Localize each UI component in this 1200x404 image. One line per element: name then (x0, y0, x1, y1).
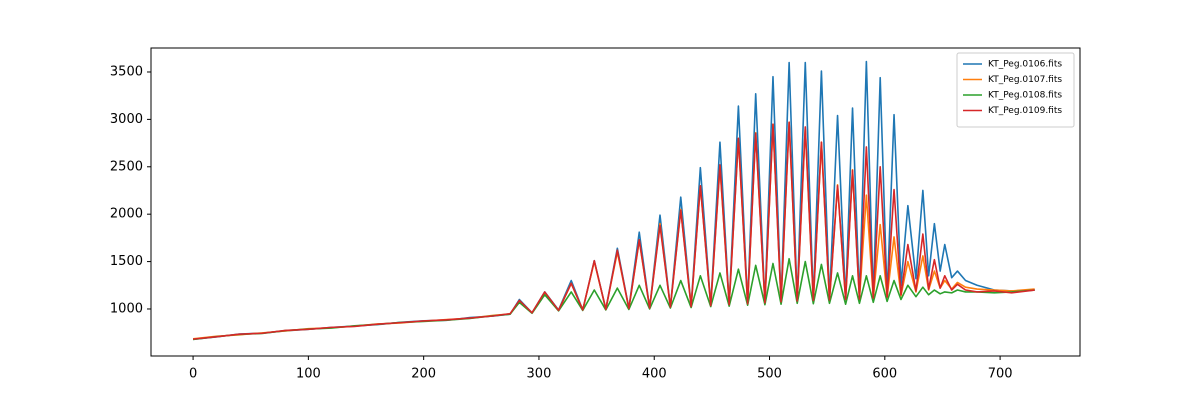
legend-box (956, 52, 1075, 128)
legend-label: KT_Peg.0109.fits (988, 106, 1062, 116)
x-tick-label: 300 (527, 367, 552, 382)
plot-frame (150, 47, 1081, 357)
series-line (192, 121, 1035, 340)
x-tick-label: 100 (296, 367, 321, 382)
x-tick-label: 700 (988, 367, 1013, 382)
x-tick-label: 600 (872, 367, 897, 382)
series-line (192, 60, 1035, 341)
y-tick-label: 2500 (110, 159, 143, 174)
y-tick-label: 1500 (110, 254, 143, 269)
y-tick-label: 3500 (110, 64, 143, 79)
y-tick-label: 2000 (110, 207, 143, 222)
legend: KT_Peg.0106.fits KT_Peg.0107.fits KT_Peg.0… (956, 52, 1075, 128)
x-tick-label: 500 (757, 367, 782, 382)
y-tick-label: 1000 (110, 301, 143, 316)
legend-label: KT_Peg.0108.fits (988, 91, 1062, 101)
y-tick-label: 3000 (110, 112, 143, 127)
legend-label: KT_Peg.0107.fits (988, 75, 1062, 85)
x-tick-label: 400 (642, 367, 667, 382)
series-line (193, 121, 1035, 340)
legend-label: KT_Peg.0106.fits (988, 60, 1062, 70)
x-tick-label: 0 (189, 367, 197, 382)
x-tick-label: 200 (411, 367, 436, 382)
